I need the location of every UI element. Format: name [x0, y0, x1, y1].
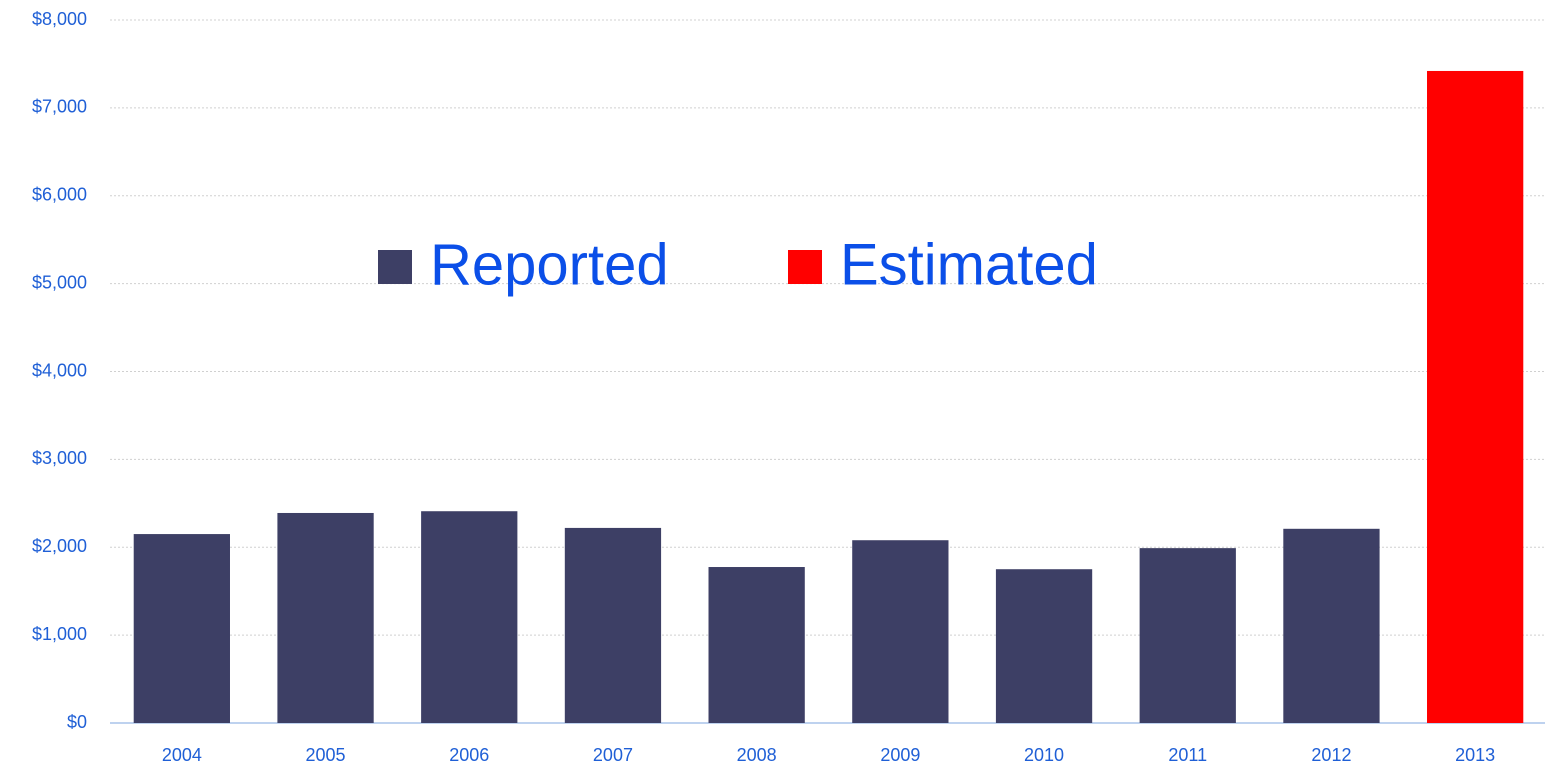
bar — [1427, 70, 1524, 723]
y-tick-label: $8,000 — [32, 9, 87, 29]
bar — [995, 569, 1093, 723]
x-tick-label: 2013 — [1455, 745, 1495, 765]
y-tick-label: $2,000 — [32, 536, 87, 556]
legend-swatch — [378, 250, 412, 284]
x-tick-label: 2009 — [880, 745, 920, 765]
x-tick-label: 2010 — [1024, 745, 1064, 765]
y-tick-label: $5,000 — [32, 272, 87, 292]
legend-swatch — [788, 250, 822, 284]
y-tick-label: $3,000 — [32, 448, 87, 468]
bar — [1139, 548, 1236, 723]
x-tick-label: 2005 — [306, 745, 346, 765]
x-tick-label: 2008 — [737, 745, 777, 765]
y-tick-label: $4,000 — [32, 360, 87, 380]
bar — [1283, 528, 1380, 723]
x-tick-label: 2012 — [1311, 745, 1351, 765]
bar — [708, 567, 805, 723]
x-tick-label: 2007 — [593, 745, 633, 765]
x-tick-label: 2004 — [162, 745, 202, 765]
legend-label: Reported — [430, 232, 669, 297]
y-tick-label: $1,000 — [32, 624, 87, 644]
bar — [133, 534, 230, 723]
bar — [421, 511, 518, 723]
x-tick-label: 2006 — [449, 745, 489, 765]
bar — [852, 540, 949, 723]
bar — [564, 527, 662, 723]
y-tick-label: $0 — [67, 712, 87, 732]
x-tick-label: 2011 — [1168, 745, 1207, 765]
legend-label: Estimated — [840, 232, 1098, 297]
bar — [277, 512, 374, 723]
y-tick-label: $7,000 — [32, 97, 87, 117]
y-tick-label: $6,000 — [32, 185, 87, 205]
